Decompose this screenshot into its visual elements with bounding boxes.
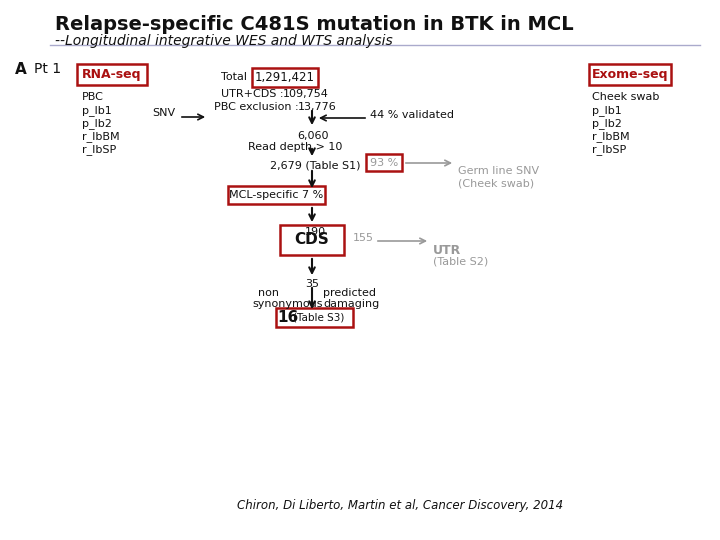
Text: r_lbBM: r_lbBM	[592, 131, 629, 142]
Text: 109,754: 109,754	[283, 89, 329, 99]
Text: 16: 16	[277, 310, 299, 325]
Text: 1,291,421: 1,291,421	[255, 71, 315, 84]
Text: p_lb1: p_lb1	[592, 105, 622, 116]
Text: Exome-seq: Exome-seq	[592, 68, 668, 81]
Text: Chiron, Di Liberto, Martin et al, Cancer Discovery, 2014: Chiron, Di Liberto, Martin et al, Cancer…	[237, 499, 563, 512]
Text: 35: 35	[305, 279, 319, 289]
Text: 190: 190	[305, 227, 326, 237]
Text: Cheek swab: Cheek swab	[592, 92, 660, 102]
Text: PBC: PBC	[82, 92, 104, 102]
Text: predicted: predicted	[323, 288, 376, 298]
Text: UTR+CDS :: UTR+CDS :	[221, 89, 284, 99]
Text: 44 % validated: 44 % validated	[370, 110, 454, 120]
Text: UTR: UTR	[433, 244, 462, 257]
Text: (Cheek swab): (Cheek swab)	[458, 178, 534, 188]
Text: 2,679 (Table S1): 2,679 (Table S1)	[270, 161, 361, 171]
Text: 93 %: 93 %	[370, 158, 398, 167]
Text: Pt 1: Pt 1	[34, 62, 61, 76]
Text: 6,060: 6,060	[297, 131, 328, 141]
FancyBboxPatch shape	[280, 225, 344, 255]
Text: p_lb1: p_lb1	[82, 105, 112, 116]
Text: r_lbSP: r_lbSP	[82, 144, 116, 155]
Text: Relapse-specific C481S mutation in BTK in MCL: Relapse-specific C481S mutation in BTK i…	[55, 15, 574, 34]
FancyBboxPatch shape	[77, 64, 147, 85]
FancyBboxPatch shape	[252, 68, 318, 87]
Text: Read depth > 10: Read depth > 10	[248, 142, 343, 152]
Text: MCL-specific 7 %: MCL-specific 7 %	[229, 190, 323, 200]
Text: --Longitudinal integrative WES and WTS analysis: --Longitudinal integrative WES and WTS a…	[55, 34, 392, 48]
Text: (Table S2): (Table S2)	[433, 256, 488, 266]
Text: RNA-seq: RNA-seq	[82, 68, 142, 81]
FancyBboxPatch shape	[276, 308, 353, 327]
Text: A: A	[15, 62, 27, 77]
Text: synonymous: synonymous	[252, 299, 323, 309]
Text: Total: Total	[221, 72, 247, 82]
FancyBboxPatch shape	[228, 186, 325, 204]
Text: non: non	[258, 288, 279, 298]
Text: r_lbSP: r_lbSP	[592, 144, 626, 155]
Text: SNV: SNV	[152, 108, 175, 118]
FancyBboxPatch shape	[589, 64, 671, 85]
Text: p_lb2: p_lb2	[592, 118, 622, 129]
Text: 13,776: 13,776	[298, 102, 337, 112]
Text: CDS: CDS	[294, 233, 329, 247]
Text: damaging: damaging	[323, 299, 379, 309]
Text: 155: 155	[353, 233, 374, 243]
Text: PBC exclusion :: PBC exclusion :	[214, 102, 299, 112]
Text: Germ line SNV: Germ line SNV	[458, 166, 539, 176]
Text: r_lbBM: r_lbBM	[82, 131, 120, 142]
FancyBboxPatch shape	[366, 154, 402, 171]
Text: (Table S3): (Table S3)	[293, 313, 345, 322]
Text: p_lb2: p_lb2	[82, 118, 112, 129]
